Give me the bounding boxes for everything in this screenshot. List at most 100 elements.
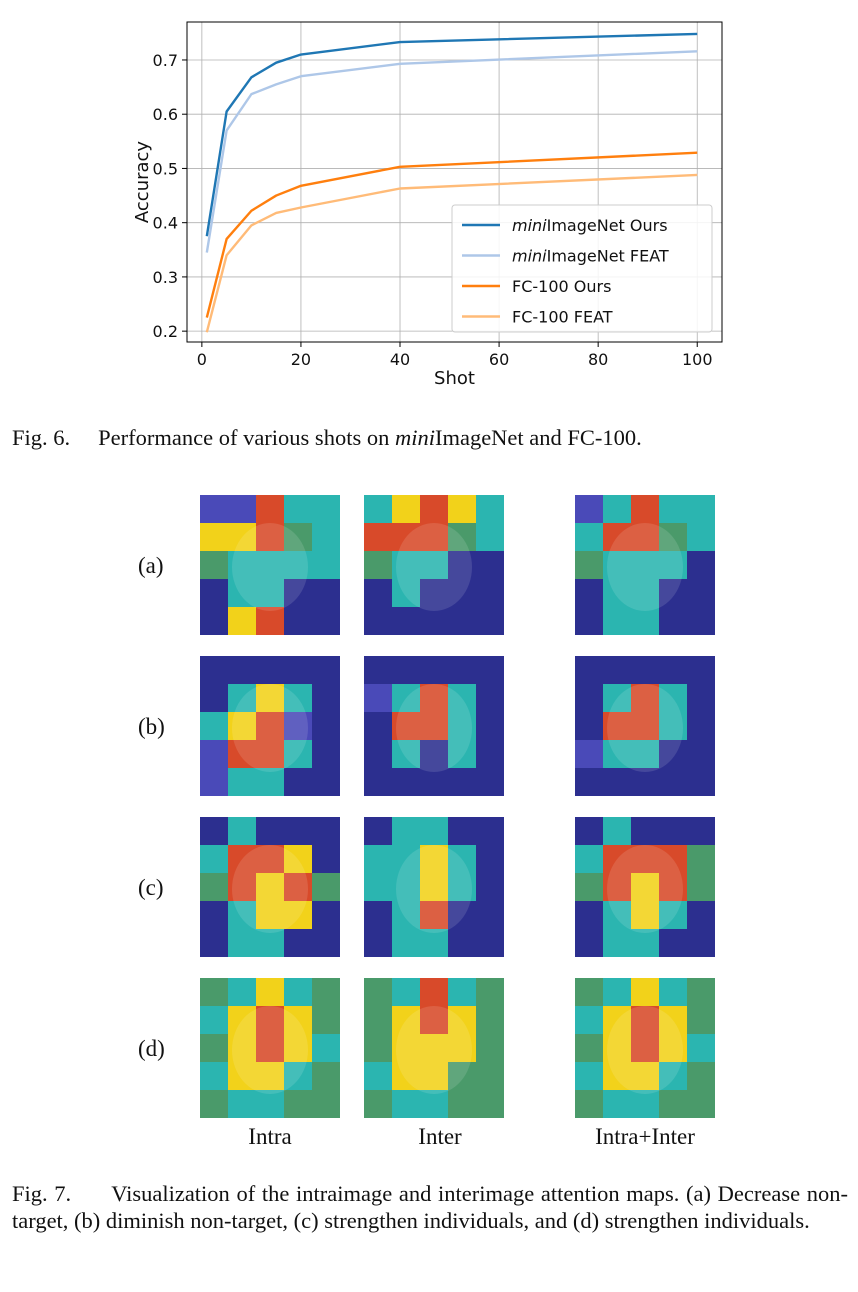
attention-cell <box>659 978 687 1006</box>
attention-cell <box>575 495 603 523</box>
attention-cell <box>631 740 659 768</box>
attention-cell <box>476 978 504 1006</box>
attention-cell <box>392 740 420 768</box>
attention-cell <box>392 1062 420 1090</box>
subject-silhouette <box>232 845 308 933</box>
attention-heatmap-1-1 <box>364 656 504 796</box>
attention-cell <box>448 495 476 523</box>
attention-cell <box>228 495 256 523</box>
attention-cell <box>420 873 448 901</box>
attention-cell <box>603 712 631 740</box>
attention-cell <box>476 740 504 768</box>
legend-box <box>451 204 713 333</box>
attention-cell <box>659 845 687 873</box>
attention-cell <box>476 1034 504 1062</box>
attention-cell <box>256 607 284 635</box>
attention-cell <box>392 768 420 796</box>
attention-map-grid: (a) (b) (c) (d) Intra Inter Intra+Inter <box>0 490 858 1160</box>
attention-cell <box>659 901 687 929</box>
attention-map-image <box>575 495 715 635</box>
attention-cell <box>392 712 420 740</box>
attention-cell <box>200 901 228 929</box>
attention-cell <box>631 495 659 523</box>
attention-cell <box>448 551 476 579</box>
attention-cell <box>200 817 228 845</box>
attention-cell <box>476 579 504 607</box>
attention-cell <box>603 495 631 523</box>
attention-cell <box>420 523 448 551</box>
subject-silhouette <box>232 684 308 772</box>
attention-cell <box>256 523 284 551</box>
attention-cell <box>687 1062 715 1090</box>
y-tick-label: 0.5 <box>153 159 178 178</box>
attention-cell <box>284 1062 312 1090</box>
attention-cell <box>603 845 631 873</box>
column-label-intra-inter: Intra+Inter <box>595 1124 695 1149</box>
attention-heatmap-3-0 <box>200 978 340 1118</box>
attention-cell <box>364 551 392 579</box>
attention-cell <box>256 551 284 579</box>
legend-label-0: miniImageNet Ours <box>512 216 668 235</box>
subject-silhouette <box>607 1006 683 1094</box>
attention-cell <box>448 740 476 768</box>
attention-cell <box>284 1006 312 1034</box>
attention-cell <box>631 1034 659 1062</box>
attention-cell <box>256 901 284 929</box>
column-label-intra: Intra <box>248 1124 292 1149</box>
attention-cell <box>687 817 715 845</box>
attention-cell <box>200 551 228 579</box>
attention-cell <box>631 712 659 740</box>
attention-cell <box>659 740 687 768</box>
attention-heatmap-0-2 <box>575 495 715 635</box>
attention-map-image <box>575 817 715 957</box>
attention-cell <box>448 1090 476 1118</box>
attention-cell <box>687 901 715 929</box>
attention-cell <box>687 768 715 796</box>
attention-cell <box>392 495 420 523</box>
attention-cell <box>575 684 603 712</box>
attention-cell <box>312 684 340 712</box>
attention-cell <box>448 1062 476 1090</box>
attention-cell <box>448 1006 476 1034</box>
attention-cell <box>228 1090 256 1118</box>
attention-cell <box>603 873 631 901</box>
attention-cell <box>392 1090 420 1118</box>
attention-cell <box>631 684 659 712</box>
attention-cell <box>228 929 256 957</box>
attention-cell <box>228 551 256 579</box>
attention-cell <box>256 1034 284 1062</box>
attention-cell <box>603 656 631 684</box>
attention-cell <box>448 523 476 551</box>
attention-map-image <box>200 817 340 957</box>
attention-cell <box>312 656 340 684</box>
attention-cell <box>575 817 603 845</box>
series-line-0 <box>205 32 698 237</box>
attention-cell <box>603 1090 631 1118</box>
attention-cell <box>420 901 448 929</box>
attention-cell <box>228 684 256 712</box>
attention-cell <box>312 712 340 740</box>
attention-cell <box>200 684 228 712</box>
attention-cell <box>448 901 476 929</box>
attention-cell <box>312 740 340 768</box>
attention-cell <box>200 656 228 684</box>
attention-cell <box>603 607 631 635</box>
attention-cell <box>448 845 476 873</box>
attention-cell <box>575 845 603 873</box>
row-label-d: (d) <box>138 1036 165 1061</box>
attention-cell <box>392 523 420 551</box>
attention-cell <box>284 1090 312 1118</box>
attention-cell <box>575 607 603 635</box>
legend-label-1: miniImageNet FEAT <box>512 247 669 266</box>
y-tick-label: 0.3 <box>153 268 178 287</box>
attention-cell <box>631 607 659 635</box>
attention-cell <box>603 901 631 929</box>
attention-cell <box>392 1034 420 1062</box>
attention-cell <box>256 1062 284 1090</box>
attention-cell <box>659 551 687 579</box>
attention-cell <box>228 712 256 740</box>
fig6-label: Fig. 6. <box>12 425 71 450</box>
attention-cell <box>687 1090 715 1118</box>
attention-cell <box>659 1034 687 1062</box>
attention-cell <box>420 740 448 768</box>
